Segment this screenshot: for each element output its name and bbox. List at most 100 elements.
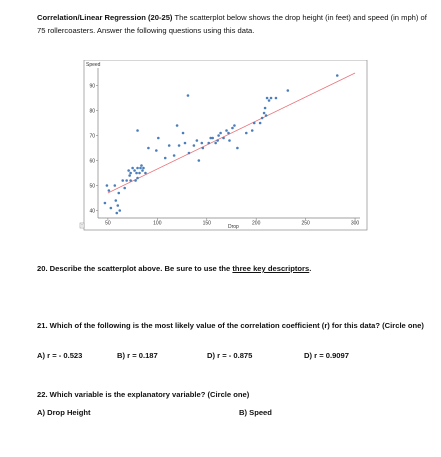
x-tick-label: 250 [301,221,310,227]
data-point [177,144,181,147]
data-point [207,141,211,145]
data-point [147,146,150,150]
data-point [181,131,185,135]
data-point [141,169,144,172]
plot-menu-icon[interactable] [79,222,85,229]
data-point [263,106,267,110]
x-axis-label: Drop [228,224,239,230]
x-tick-label: 300 [351,221,360,227]
data-point [245,131,248,135]
data-point [113,184,117,187]
choice-a[interactable]: A) r = - 0.523 [37,351,83,360]
data-point [219,131,222,135]
data-point [195,139,199,142]
data-point [127,169,130,172]
data-point [118,209,122,212]
data-point [200,141,204,145]
intro-title: Correlation/Linear Regression (20-25) [37,13,173,22]
data-point [103,201,107,205]
y-tick-label: 80 [89,108,95,114]
x-tick-label: 100 [153,221,162,227]
y-tick-label: 60 [89,158,95,164]
data-point [231,126,234,130]
question-20: 20. Describe the scatterplot above. Be s… [37,264,311,273]
trend-line [107,72,356,194]
data-point [233,124,236,127]
y-tick-label: 50 [89,183,95,189]
y-axis-label: Speed [86,62,101,68]
data-point [187,151,191,155]
data-point [265,96,269,100]
data-point [216,139,219,142]
data-point [201,146,205,150]
x-tick-label: 150 [203,221,212,227]
data-point [115,211,119,215]
question-20-suffix: . [309,264,312,273]
data-point [175,124,179,127]
data-point [222,136,225,140]
x-tick-label: 200 [252,221,261,227]
data-point [197,159,201,162]
data-point [136,166,139,170]
data-point [136,129,139,132]
data-point [262,111,266,115]
data-point [269,96,273,100]
data-point [260,116,264,120]
data-point [236,146,239,150]
y-tick-label: 70 [89,133,95,139]
data-point [186,94,190,97]
data-point [125,179,128,182]
question-21: 21. Which of the following is the most l… [37,321,424,330]
data-point [131,166,134,170]
data-point [192,144,196,147]
choice-c[interactable]: D) r = - 0.875 [207,351,253,360]
data-point [264,114,268,117]
choice-b[interactable]: B) r = 0.187 [117,351,158,360]
data-point [258,121,262,125]
data-point [252,121,256,125]
data-point [116,204,120,207]
plot-area: Speed Drop 40 50 60 70 80 90 50 100 150 200 250 30… [79,60,368,231]
data-point [286,89,290,92]
data-point [144,171,147,175]
data-point [335,74,339,77]
data-point [129,171,132,175]
data-point [109,206,113,210]
y-tick-label: 40 [89,208,95,214]
data-point [128,174,131,177]
data-point [105,184,109,187]
data-point [183,141,187,145]
data-point [155,149,158,152]
chart-border [83,60,368,231]
data-point [163,156,167,160]
question-20-underlined: three key descriptors [232,264,310,273]
data-point [227,131,230,135]
data-point [107,189,111,192]
data-point [217,134,220,137]
data-point [139,166,142,170]
scatterplot: Speed Drop 40 50 60 70 80 90 50 100 150 200 250 30… [79,60,368,231]
question-20-prefix: 20. Describe the scatterplot above. Be s… [37,264,233,273]
y-tick-label: 90 [89,83,95,89]
data-point [123,186,126,190]
data-point [274,96,278,100]
data-point [209,136,213,140]
data-point [136,176,139,180]
data-point [172,154,176,157]
choice-d[interactable]: D) r = 0.9097 [304,351,349,360]
data-point [129,179,132,182]
data-point [133,169,136,172]
data-point [140,164,143,167]
data-point [117,191,121,195]
data-point [134,179,137,182]
intro-text: The scatterplot below shows the drop hei… [37,13,427,35]
data-point [267,99,271,102]
data-point [228,139,231,142]
data-point [250,129,254,132]
intro-paragraph: Correlation/Linear Regression (20-25) Th… [37,11,429,37]
choice-speed[interactable]: B) Speed [239,408,272,417]
question-22: 22. Which variable is the explanatory va… [37,390,250,399]
data-point [225,129,228,132]
choice-drop-height[interactable]: A) Drop Height [37,408,91,417]
data-point [114,199,118,202]
